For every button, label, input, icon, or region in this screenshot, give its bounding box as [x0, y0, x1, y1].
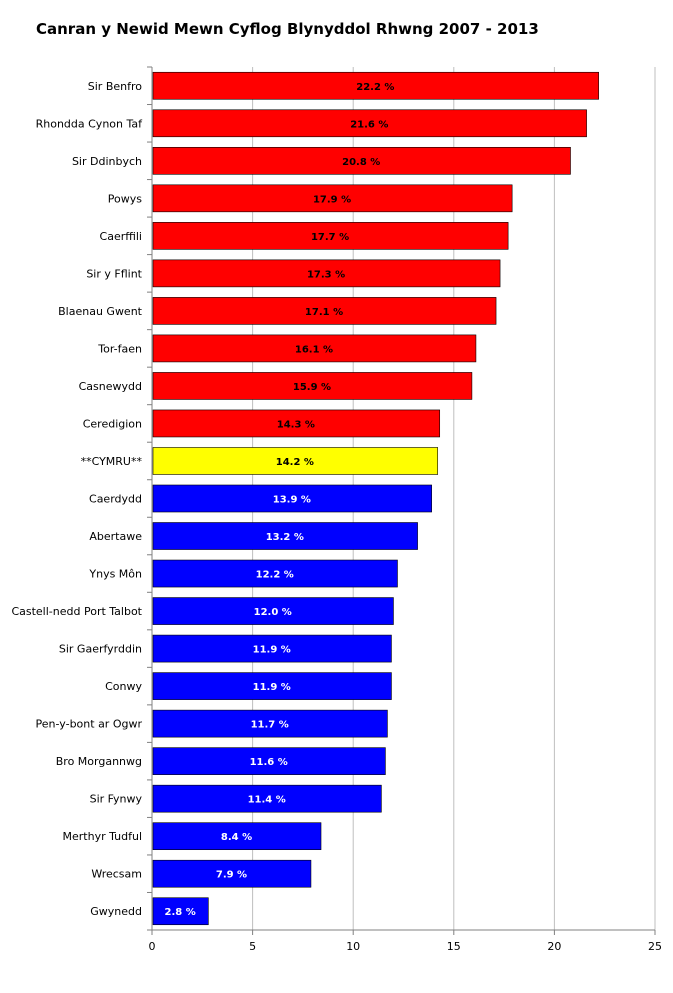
bar: [152, 597, 394, 625]
category-label: Abertawe: [89, 530, 142, 543]
bar: [152, 672, 392, 700]
x-tick-label: 10: [346, 940, 360, 953]
bar: [152, 747, 386, 775]
value-label: 13.2 %: [266, 532, 304, 543]
value-label: 14.3 %: [277, 419, 315, 430]
category-label: Castell-nedd Port Talbot: [11, 605, 142, 618]
value-label: 12.2 %: [256, 570, 294, 581]
value-label: 20.8 %: [342, 157, 380, 168]
category-label: Caerdydd: [89, 493, 142, 506]
value-label: 17.9 %: [313, 194, 351, 205]
x-tick-label: 25: [648, 940, 662, 953]
value-label: 11.7 %: [251, 720, 289, 731]
category-label: Casnewydd: [79, 380, 142, 393]
category-label: Ynys Môn: [88, 568, 142, 581]
value-label: 22.2 %: [356, 82, 394, 93]
bar: [152, 146, 571, 175]
category-label: Sir Ddinbych: [72, 155, 142, 168]
value-label: 14.2 %: [276, 457, 314, 468]
bar: [152, 559, 398, 588]
axes: [147, 66, 656, 935]
bar: [152, 259, 501, 288]
bar: [152, 897, 209, 926]
category-label: Wrecsam: [91, 868, 142, 881]
value-label: 13.9 %: [273, 495, 311, 506]
bar: [152, 222, 509, 250]
category-label: Rhondda Cynon Taf: [36, 117, 144, 130]
value-label: 15.9 %: [293, 382, 331, 393]
bar: [152, 634, 392, 663]
category-label: Sir Fynwy: [90, 793, 143, 806]
value-label: 7.9 %: [216, 870, 247, 881]
category-label: Blaenau Gwent: [58, 305, 143, 318]
value-label: 12.0 %: [254, 607, 292, 618]
category-label: Bro Morgannwg: [56, 755, 142, 768]
bar: [152, 709, 388, 738]
bar: [152, 109, 587, 138]
bar: [152, 372, 473, 400]
bar: [152, 71, 599, 100]
value-label: 11.6 %: [250, 757, 288, 768]
x-tick-label: 20: [547, 940, 561, 953]
value-label: 2.8 %: [165, 907, 196, 918]
value-label: 17.3 %: [307, 269, 345, 280]
bar: [152, 409, 441, 438]
value-label: 17.1 %: [305, 307, 343, 318]
category-label: Sir Benfro: [88, 80, 142, 93]
value-label: 11.9 %: [253, 645, 291, 656]
chart-title: Canran y Newid Mewn Cyflog Blynyddol Rhw…: [36, 20, 539, 38]
bar: [152, 859, 312, 888]
bar: [152, 334, 477, 363]
category-label: Powys: [108, 192, 142, 205]
bar: [152, 522, 418, 550]
category-label: Sir y Fflint: [86, 267, 142, 280]
bar: [152, 297, 497, 325]
value-label: 11.4 %: [248, 795, 286, 806]
category-label: Conwy: [105, 680, 142, 693]
category-label: Tor-faen: [97, 342, 142, 355]
bar: [152, 822, 322, 851]
bar: [152, 447, 439, 475]
bar: [152, 184, 513, 213]
category-label: **CYMRU**: [81, 455, 143, 468]
category-label: Gwynedd: [90, 905, 142, 918]
value-label: 11.9 %: [253, 682, 291, 693]
labels: 0 5 10 15 20 25 Sir Benfro 22.2 % Rhondda Cynon …: [11, 80, 662, 953]
value-label: 17.7 %: [311, 232, 349, 243]
x-tick-label: 5: [249, 940, 256, 953]
category-label: Caerffili: [100, 230, 142, 243]
category-label: Sir Gaerfyrddin: [59, 643, 142, 656]
category-label: Ceredigion: [83, 417, 142, 430]
category-label: Pen-y-bont ar Ogwr: [36, 718, 143, 731]
x-tick-label: 15: [447, 940, 461, 953]
x-tick-label: 0: [149, 940, 156, 953]
value-label: 21.6 %: [350, 119, 388, 130]
category-label: Merthyr Tudful: [63, 830, 143, 843]
bar: [152, 484, 432, 513]
value-label: 16.1 %: [295, 344, 333, 355]
bars: [152, 71, 599, 926]
value-label: 8.4 %: [221, 832, 252, 843]
bar: [152, 784, 382, 813]
